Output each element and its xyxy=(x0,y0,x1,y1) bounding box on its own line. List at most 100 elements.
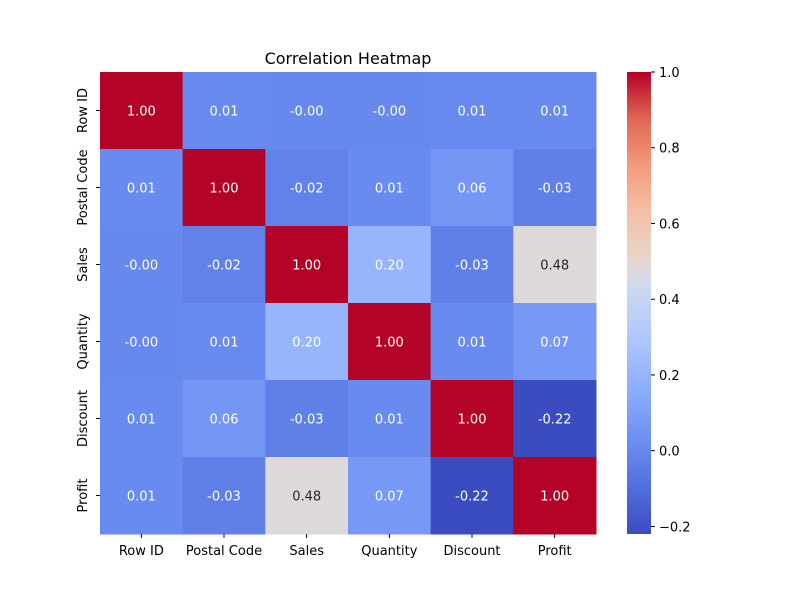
heatmap-cell xyxy=(265,380,349,458)
cell-annotation: 0.01 xyxy=(210,336,239,351)
heatmap-cell xyxy=(513,149,597,227)
colorbar-tick-label: 0.4 xyxy=(659,293,680,308)
heatmap-cell xyxy=(348,303,432,381)
y-tick-label: Discount xyxy=(76,390,91,447)
y-tick-label: Profit xyxy=(76,479,91,513)
heatmap-annotations: 1.00 0.01 -0.00 -0.00 0.01 0.01 0.01 1.00 -0.02 0… xyxy=(125,105,572,505)
heatmap-cell xyxy=(513,226,597,304)
colorbar-tick-label: 0.8 xyxy=(659,142,680,157)
cell-annotation: 0.01 xyxy=(210,105,239,120)
heatmap-cell xyxy=(430,226,514,304)
heatmap-cell xyxy=(182,226,266,304)
cell-annotation: -0.02 xyxy=(290,182,324,197)
x-tick-label: Discount xyxy=(443,544,500,559)
cell-annotation: -0.22 xyxy=(455,490,489,505)
x-tick-label: Row ID xyxy=(119,544,164,559)
heatmap-cell xyxy=(265,72,349,150)
heatmap-cell xyxy=(265,226,349,304)
cell-annotation: 1.00 xyxy=(375,336,404,351)
cell-annotation: 1.00 xyxy=(292,259,321,274)
cell-annotation: -0.02 xyxy=(207,259,241,274)
heatmap-cell xyxy=(513,457,597,535)
cell-annotation: 0.06 xyxy=(210,413,239,428)
y-tick-label: Sales xyxy=(76,247,91,282)
y-tick-label: Postal Code xyxy=(76,149,91,225)
cell-annotation: 0.01 xyxy=(375,182,404,197)
cell-annotation: -0.03 xyxy=(455,259,489,274)
colorbar-tick-label: −0.2 xyxy=(659,520,691,535)
cell-annotation: -0.03 xyxy=(538,182,572,197)
cell-annotation: 0.20 xyxy=(292,336,321,351)
cell-annotation: -0.03 xyxy=(207,490,241,505)
heatmap-cell xyxy=(265,303,349,381)
x-axis-ticks: Row ID Postal Code Sales Quantity Discount Pr… xyxy=(119,534,572,559)
heatmap-cell xyxy=(430,149,514,227)
colorbar-tick-label: 1.0 xyxy=(659,66,680,81)
x-tick-label: Sales xyxy=(289,544,324,559)
heatmap-cell xyxy=(100,149,184,227)
heatmap-cell xyxy=(182,380,266,458)
y-axis-ticks: Row ID Postal Code Sales Quantity Discount Pr… xyxy=(76,88,100,512)
y-tick-label: Quantity xyxy=(76,313,91,369)
heatmap-cell xyxy=(430,380,514,458)
cell-annotation: -0.00 xyxy=(125,259,159,274)
cell-annotation: -0.03 xyxy=(290,413,324,428)
heatmap-cell xyxy=(348,457,432,535)
cell-annotation: -0.00 xyxy=(290,105,324,120)
heatmap-cell xyxy=(348,380,432,458)
y-tick-label: Row ID xyxy=(76,88,91,133)
heatmap-cell xyxy=(182,457,266,535)
heatmap-cells xyxy=(100,72,597,535)
cell-annotation: 0.06 xyxy=(458,182,487,197)
cell-annotation: 1.00 xyxy=(458,413,487,428)
cell-annotation: 0.01 xyxy=(127,182,156,197)
heatmap-cell xyxy=(100,457,184,535)
heatmap-cell xyxy=(430,72,514,150)
cell-annotation: 0.01 xyxy=(127,490,156,505)
cell-annotation: -0.00 xyxy=(125,336,159,351)
cell-annotation: 1.00 xyxy=(127,105,156,120)
heatmap-cell xyxy=(348,72,432,150)
heatmap-cell xyxy=(182,72,266,150)
heatmap-cell xyxy=(100,226,184,304)
heatmap-cell xyxy=(265,149,349,227)
cell-annotation: 1.00 xyxy=(210,182,239,197)
heatmap-cell xyxy=(430,457,514,535)
heatmap-cell xyxy=(348,226,432,304)
heatmap-cell xyxy=(348,149,432,227)
cell-annotation: -0.22 xyxy=(538,413,572,428)
cell-annotation: 0.01 xyxy=(540,105,569,120)
cell-annotation: 1.00 xyxy=(540,490,569,505)
colorbar-tick-label: 0.2 xyxy=(659,369,680,384)
cell-annotation: 0.48 xyxy=(292,490,321,505)
heatmap-cell xyxy=(430,303,514,381)
cell-annotation: 0.07 xyxy=(375,490,404,505)
cell-annotation: 0.01 xyxy=(458,336,487,351)
cell-annotation: 0.20 xyxy=(375,259,404,274)
cell-annotation: 0.01 xyxy=(458,105,487,120)
cell-annotation: 0.07 xyxy=(540,336,569,351)
x-tick-label: Quantity xyxy=(361,544,417,559)
heatmap-cell xyxy=(265,457,349,535)
chart-title: Correlation Heatmap xyxy=(265,49,432,68)
heatmap-cell xyxy=(182,303,266,381)
heatmap-cell xyxy=(513,380,597,458)
colorbar-tick-label: 0.0 xyxy=(659,445,680,460)
x-tick-label: Profit xyxy=(538,544,572,559)
heatmap-cell xyxy=(182,149,266,227)
heatmap-cell xyxy=(513,303,597,381)
cell-annotation: 0.01 xyxy=(375,413,404,428)
heatmap-cell xyxy=(100,303,184,381)
heatmap-cell xyxy=(100,380,184,458)
colorbar-tick-label: 0.6 xyxy=(659,217,680,232)
cell-annotation: 0.48 xyxy=(540,259,569,274)
cell-annotation: -0.00 xyxy=(373,105,407,120)
x-tick-label: Postal Code xyxy=(186,544,262,559)
colorbar-ticks: −0.2 0.0 0.2 0.4 0.6 0.8 1.0 xyxy=(651,66,691,535)
colorbar xyxy=(627,72,651,534)
heatmap-cell xyxy=(100,72,184,150)
cell-annotation: 0.01 xyxy=(127,413,156,428)
heatmap-cell xyxy=(513,72,597,150)
